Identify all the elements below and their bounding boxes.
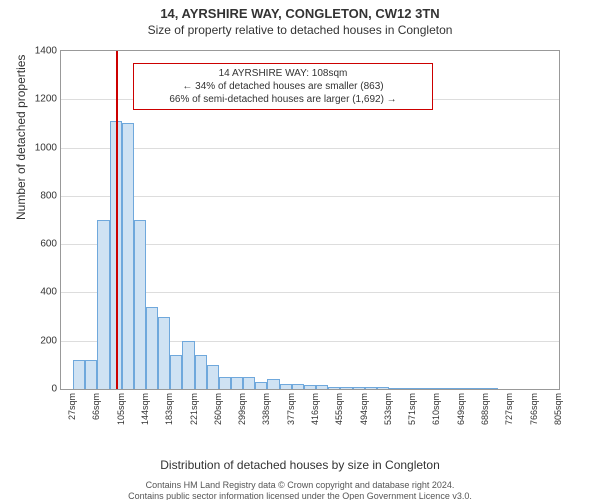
histogram-bar bbox=[146, 307, 158, 389]
y-tick-label: 0 bbox=[51, 384, 57, 395]
histogram-bar bbox=[377, 387, 389, 389]
callout-line: ← 34% of detached houses are smaller (86… bbox=[140, 80, 426, 93]
histogram-bar bbox=[182, 341, 194, 389]
x-tick-label: 377sqm bbox=[286, 393, 296, 425]
x-tick-label: 260sqm bbox=[213, 393, 223, 425]
x-tick-label: 649sqm bbox=[456, 393, 466, 425]
subject-marker-line bbox=[116, 51, 118, 389]
histogram-bar bbox=[389, 388, 401, 389]
x-tick-label: 533sqm bbox=[383, 393, 393, 425]
histogram-bar bbox=[365, 387, 377, 389]
x-tick-label: 221sqm bbox=[189, 393, 199, 425]
x-tick-label: 494sqm bbox=[359, 393, 369, 425]
y-tick-label: 400 bbox=[40, 287, 57, 298]
histogram-bar bbox=[243, 377, 255, 389]
attribution-line: Contains public sector information licen… bbox=[0, 491, 600, 500]
histogram-bar bbox=[340, 387, 352, 389]
histogram-bar bbox=[413, 388, 425, 389]
histogram-bar bbox=[328, 387, 340, 389]
x-tick-label: 144sqm bbox=[140, 393, 150, 425]
y-tick-label: 1400 bbox=[35, 46, 57, 57]
x-tick-label: 105sqm bbox=[116, 393, 126, 425]
histogram-bar bbox=[97, 220, 109, 389]
histogram-bar bbox=[425, 388, 437, 389]
histogram-bar bbox=[401, 388, 413, 389]
histogram-bar bbox=[438, 388, 450, 389]
histogram-bar bbox=[73, 360, 85, 389]
grid-line bbox=[61, 196, 559, 197]
x-tick-label: 805sqm bbox=[553, 393, 563, 425]
chart-subtitle: Size of property relative to detached ho… bbox=[0, 23, 600, 37]
y-tick-label: 200 bbox=[40, 335, 57, 346]
histogram-bar bbox=[474, 388, 486, 389]
histogram-bar bbox=[462, 388, 474, 389]
x-tick-label: 299sqm bbox=[237, 393, 247, 425]
x-tick-label: 183sqm bbox=[164, 393, 174, 425]
x-tick-label: 455sqm bbox=[334, 393, 344, 425]
x-tick-label: 610sqm bbox=[431, 393, 441, 425]
histogram-bar bbox=[207, 365, 219, 389]
histogram-bar bbox=[85, 360, 97, 389]
y-tick-label: 800 bbox=[40, 190, 57, 201]
histogram-bar bbox=[231, 377, 243, 389]
y-tick-label: 600 bbox=[40, 239, 57, 250]
histogram-bar bbox=[353, 387, 365, 389]
histogram-bar bbox=[280, 384, 292, 389]
x-tick-label: 338sqm bbox=[261, 393, 271, 425]
chart-container: { "title": "14, AYRSHIRE WAY, CONGLETON,… bbox=[0, 6, 600, 500]
histogram-bar bbox=[122, 123, 134, 389]
histogram-bar bbox=[219, 377, 231, 389]
histogram-bar bbox=[304, 385, 316, 389]
histogram-bar bbox=[134, 220, 146, 389]
plot-area: 020040060080010001200140027sqm66sqm105sq… bbox=[60, 50, 560, 390]
x-tick-label: 27sqm bbox=[67, 393, 77, 420]
y-tick-label: 1000 bbox=[35, 142, 57, 153]
chart-title: 14, AYRSHIRE WAY, CONGLETON, CW12 3TN bbox=[0, 6, 600, 21]
x-tick-label: 416sqm bbox=[310, 393, 320, 425]
histogram-bar bbox=[450, 388, 462, 389]
histogram-bar bbox=[255, 382, 267, 389]
histogram-bar bbox=[486, 388, 498, 389]
histogram-bar bbox=[292, 384, 304, 389]
x-tick-label: 688sqm bbox=[480, 393, 490, 425]
attribution: Contains HM Land Registry data © Crown c… bbox=[0, 480, 600, 500]
histogram-bar bbox=[195, 355, 207, 389]
callout-line: 14 AYRSHIRE WAY: 108sqm bbox=[140, 67, 426, 80]
x-tick-label: 727sqm bbox=[504, 393, 514, 425]
histogram-bar bbox=[158, 317, 170, 389]
histogram-bar bbox=[316, 385, 328, 389]
x-tick-label: 571sqm bbox=[407, 393, 417, 425]
grid-line bbox=[61, 148, 559, 149]
y-tick-label: 1200 bbox=[35, 94, 57, 105]
attribution-line: Contains HM Land Registry data © Crown c… bbox=[0, 480, 600, 491]
histogram-bar bbox=[170, 355, 182, 389]
callout-box: 14 AYRSHIRE WAY: 108sqm ← 34% of detache… bbox=[133, 63, 433, 110]
histogram-bar bbox=[267, 379, 279, 389]
x-tick-label: 766sqm bbox=[529, 393, 539, 425]
y-axis-label: Number of detached properties bbox=[14, 55, 28, 220]
callout-line: 66% of semi-detached houses are larger (… bbox=[140, 93, 426, 106]
x-axis-label: Distribution of detached houses by size … bbox=[0, 458, 600, 472]
x-tick-label: 66sqm bbox=[91, 393, 101, 420]
